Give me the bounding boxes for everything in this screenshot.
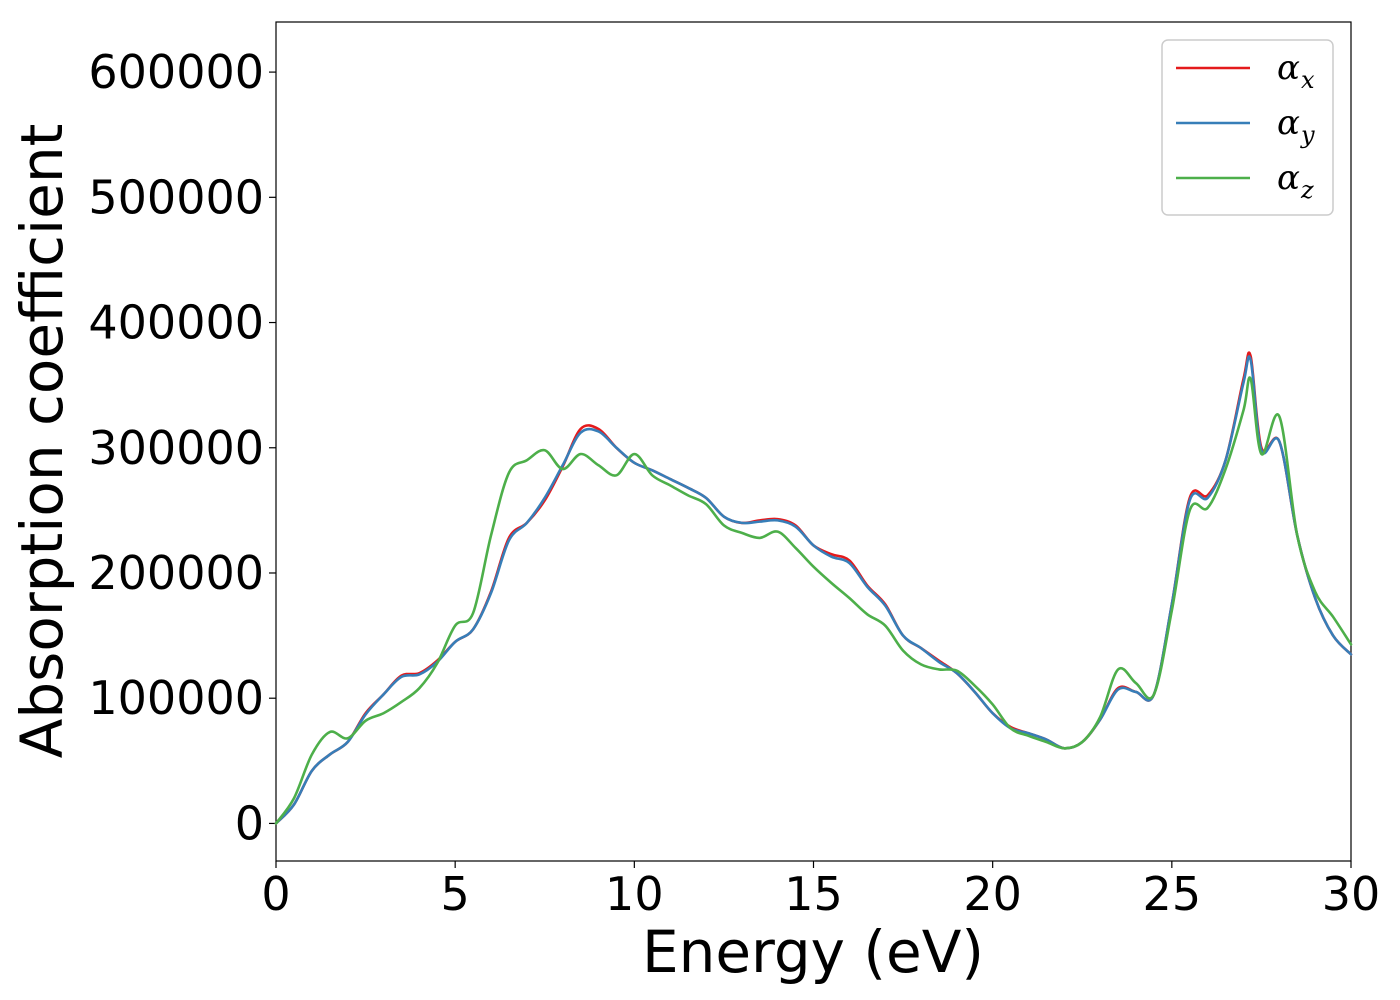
x-tick-label: 30 — [1322, 867, 1381, 921]
y-tick-label: 100000 — [88, 671, 264, 725]
series-line-alpha-z — [274, 376, 1353, 825]
legend-subscript-x: x — [1301, 66, 1315, 94]
x-axis-ticks: 0 5 10 15 20 25 30 — [261, 861, 1380, 921]
x-axis-title: Energy (eV) — [642, 918, 984, 986]
y-tick-label: 200000 — [88, 546, 264, 600]
x-tick-label: 5 — [441, 867, 470, 921]
y-axis-ticks: 0 100000 200000 300000 400000 500000 600000 — [88, 45, 276, 850]
x-tick-label: 0 — [261, 867, 290, 921]
x-tick-label: 15 — [784, 867, 843, 921]
legend-subscript-y: y — [1300, 121, 1315, 149]
series-lines — [274, 351, 1353, 825]
y-tick-label: 400000 — [88, 296, 264, 350]
y-tick-label: 0 — [235, 796, 264, 850]
x-tick-label: 25 — [1143, 867, 1202, 921]
x-tick-label: 20 — [963, 867, 1022, 921]
y-tick-label: 300000 — [88, 421, 264, 475]
legend-subscript-z: z — [1300, 176, 1314, 204]
x-tick-label: 10 — [605, 867, 664, 921]
series-line-alpha-y — [274, 355, 1353, 825]
y-tick-label: 600000 — [88, 45, 264, 99]
legend-frame — [1161, 39, 1334, 216]
y-tick-label: 500000 — [88, 170, 264, 224]
y-axis-title: Absorption coefficient — [8, 124, 76, 759]
